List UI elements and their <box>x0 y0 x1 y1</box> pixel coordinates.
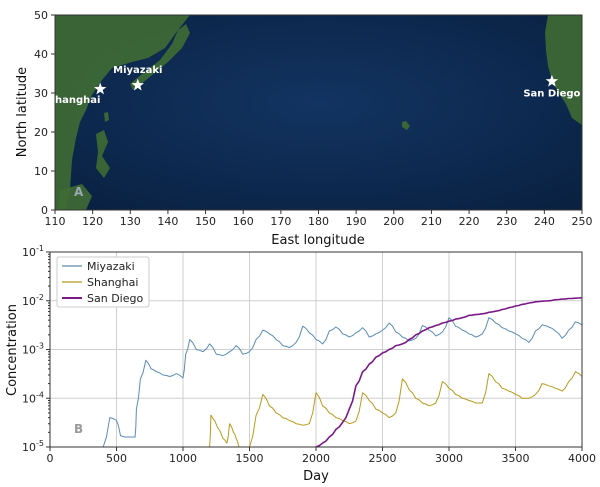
series-line-shanghai <box>209 371 582 447</box>
plot-x-tick-label: 1500 <box>236 452 264 465</box>
map-x-tick-label: 130 <box>120 215 141 228</box>
location-markers: Shanghai Miyazaki San Diego <box>48 65 581 106</box>
plot-x-axis-label: Day <box>303 469 329 484</box>
map-x-tick-label: 220 <box>459 215 480 228</box>
plot-x-ticks: 0 500 1000 1500 2000 2500 3000 3500 4000 <box>47 447 596 465</box>
map-x-tick-label: 180 <box>308 215 329 228</box>
plot-x-tick-label: 0 <box>47 452 54 465</box>
map-y-ticks: 0 10 20 30 40 50 <box>34 9 55 217</box>
map-panel: 110 120 130 140 150 160 170 180 190 200 210 220 230 2… <box>15 9 593 248</box>
plot-y-axis-label: Concentration <box>5 304 20 396</box>
series-line-san-diego <box>315 297 582 447</box>
map-x-tick-label: 150 <box>195 215 216 228</box>
plot-x-tick-label: 2500 <box>369 452 397 465</box>
plot-x-tick-label: 3000 <box>435 452 463 465</box>
plot-x-tick-label: 1000 <box>169 452 197 465</box>
legend-label-miyazaki: Miyazaki <box>87 260 135 273</box>
taiwan-landmass <box>104 112 109 122</box>
map-x-tick-label: 240 <box>534 215 555 228</box>
map-x-tick-label: 230 <box>496 215 517 228</box>
plot-y-ticks: 10-5 10-4 10-3 10-2 10-1 <box>22 244 50 454</box>
legend-box <box>56 256 150 308</box>
map-x-tick-label: 120 <box>82 215 103 228</box>
map-x-tick-label: 110 <box>45 215 66 228</box>
north-america-landmass <box>545 15 582 125</box>
plot-x-tick-label: 4000 <box>568 452 596 465</box>
plot-x-tick-label: 3500 <box>502 452 530 465</box>
borneo-landmass <box>58 184 92 210</box>
asia-landmass <box>55 15 190 210</box>
plot-y-tick-label: 10-1 <box>22 244 44 259</box>
concentration-panel: 0 500 1000 1500 2000 2500 3000 3500 4000 10-510-… <box>5 244 596 484</box>
map-x-ticks: 110 120 130 140 150 160 170 180 190 200 210 220 230 2… <box>45 210 593 228</box>
plot-x-tick-label: 2000 <box>302 452 330 465</box>
map-y-tick-label: 10 <box>34 165 48 178</box>
map-x-tick-label: 200 <box>383 215 404 228</box>
plot-y-tick-label: 10-2 <box>22 293 44 308</box>
map-x-tick-label: 170 <box>270 215 291 228</box>
location-label-shanghai: Shanghai <box>48 95 101 106</box>
plot-x-tick-label: 500 <box>106 452 127 465</box>
hawaii-islands <box>402 121 410 130</box>
map-x-axis-label: East longitude <box>271 233 364 248</box>
map-x-tick-label: 210 <box>421 215 442 228</box>
plot-y-tick-label: 10-5 <box>22 439 44 454</box>
land-masses <box>55 15 582 210</box>
map-y-tick-label: 30 <box>34 87 48 100</box>
map-x-tick-label: 160 <box>233 215 254 228</box>
legend-label-shanghai: Shanghai <box>87 276 138 289</box>
series-line-miyazaki <box>102 317 582 447</box>
legend: Miyazaki Shanghai San Diego <box>56 256 150 308</box>
star-marker-shanghai <box>94 82 107 95</box>
plot-y-tick-label: 10-3 <box>22 342 44 357</box>
plot-series <box>102 297 582 447</box>
map-y-axis-label: North latitude <box>15 67 30 157</box>
plot-y-tick-label: 10-4 <box>22 390 44 405</box>
star-marker-miyazaki <box>131 78 144 91</box>
legend-label-san-diego: San Diego <box>87 292 143 305</box>
philippines-landmass <box>96 130 110 178</box>
location-label-san-diego: San Diego <box>523 88 580 99</box>
panel-label-a: A <box>74 185 84 199</box>
map-y-tick-label: 0 <box>41 204 48 217</box>
map-y-tick-label: 40 <box>34 48 48 61</box>
japan-landmass <box>130 24 190 90</box>
panel-label-b: B <box>74 422 83 436</box>
map-y-tick-label: 50 <box>34 9 48 22</box>
star-marker-san-diego <box>545 74 559 87</box>
map-x-tick-label: 190 <box>346 215 367 228</box>
map-x-tick-label: 250 <box>572 215 593 228</box>
map-x-tick-label: 140 <box>157 215 178 228</box>
map-y-tick-label: 20 <box>34 126 48 139</box>
location-label-miyazaki: Miyazaki <box>113 65 162 76</box>
